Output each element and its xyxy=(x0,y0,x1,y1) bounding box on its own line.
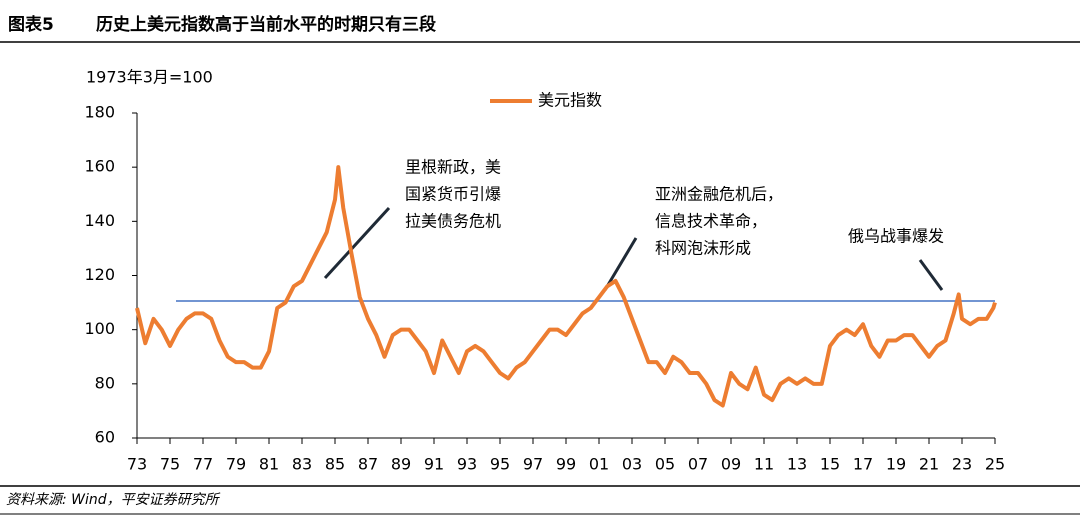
x-tick-label: 91 xyxy=(424,455,444,474)
data-line xyxy=(135,165,997,408)
y-tick-label: 100 xyxy=(84,319,115,338)
annotation: 俄乌战事爆发 xyxy=(848,227,944,246)
x-tick-label: 95 xyxy=(490,455,510,474)
annotation: 里根新政，美 xyxy=(405,158,501,177)
annotation: 信息技术革命， xyxy=(655,212,767,231)
x-tick-label: 97 xyxy=(523,455,543,474)
annotation: 国紧货币引爆 xyxy=(405,185,501,204)
x-tick-label: 05 xyxy=(655,455,675,474)
y-tick-label: 140 xyxy=(84,211,115,230)
x-tick-label: 81 xyxy=(259,455,279,474)
x-tick-label: 21 xyxy=(919,455,939,474)
y-tick-label: 60 xyxy=(95,428,115,447)
x-tick-label: 09 xyxy=(721,455,741,474)
x-tick-label: 01 xyxy=(589,455,609,474)
figure-label: 图表5 xyxy=(8,14,54,35)
x-tick-label: 85 xyxy=(325,455,345,474)
x-tick-label: 73 xyxy=(127,455,147,474)
annotation: 拉美债务危机 xyxy=(405,212,501,231)
annotation-pointer xyxy=(323,206,391,280)
x-tick-label: 19 xyxy=(886,455,906,474)
annotation: 亚洲金融危机后， xyxy=(655,185,783,204)
source-note: 资料来源: Wind，平安证券研究所 xyxy=(6,492,221,508)
x-tick-label: 87 xyxy=(358,455,378,474)
x-tick-label: 83 xyxy=(292,455,312,474)
x-tick-label: 89 xyxy=(391,455,411,474)
x-tick-label: 23 xyxy=(952,455,972,474)
figure-title: 历史上美元指数高于当前水平的时期只有三段 xyxy=(96,14,436,35)
x-tick-label: 17 xyxy=(853,455,873,474)
y-tick-label: 160 xyxy=(84,157,115,176)
x-tick-label: 93 xyxy=(457,455,477,474)
annotation-pointer xyxy=(603,237,638,291)
legend-label: 美元指数 xyxy=(538,91,602,110)
y-axis-label: 1973年3月=100 xyxy=(86,68,213,87)
x-tick-label: 77 xyxy=(193,455,213,474)
x-tick-label: 07 xyxy=(688,455,708,474)
annotation-pointer xyxy=(918,259,944,291)
y-tick-label: 80 xyxy=(95,373,115,392)
x-tick-label: 25 xyxy=(985,455,1005,474)
x-tick-label: 03 xyxy=(622,455,642,474)
x-tick-label: 99 xyxy=(556,455,576,474)
x-tick-label: 79 xyxy=(226,455,246,474)
y-tick-label: 120 xyxy=(84,265,115,284)
annotation: 科网泡沫形成 xyxy=(655,239,751,258)
x-tick-label: 13 xyxy=(787,455,807,474)
y-tick-label: 180 xyxy=(84,103,115,122)
x-tick-label: 15 xyxy=(820,455,840,474)
x-tick-label: 75 xyxy=(160,455,180,474)
x-tick-label: 11 xyxy=(754,455,774,474)
